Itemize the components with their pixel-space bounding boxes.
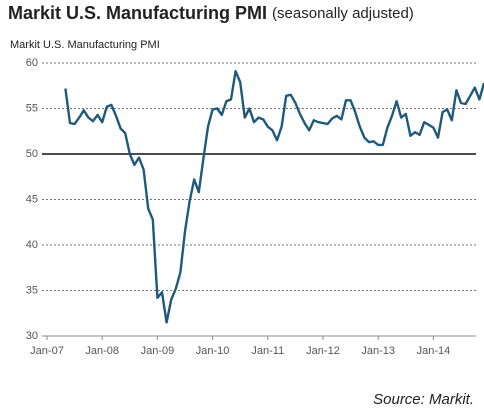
title-main: Markit U.S. Manufacturing PMI [8, 3, 267, 23]
x-tick-label: Jan-13 [361, 345, 395, 357]
source: Source: Markit. [373, 391, 474, 408]
x-tick-label: Jan-11 [251, 345, 284, 357]
x-tick-label: Jan-12 [306, 345, 340, 357]
data-line [64, 70, 484, 324]
y-tick-label: 30 [26, 330, 38, 342]
x-tick-label: Jan-07 [30, 345, 64, 357]
y-tick-label: 35 [26, 284, 38, 296]
x-tick-label: Jan-10 [196, 345, 230, 357]
y-tick-label: 55 [26, 102, 38, 114]
y-tick-label: 45 [26, 193, 38, 205]
y-tick-label: 50 [26, 148, 38, 160]
subtitle: (seasonally adjusted) [272, 5, 414, 22]
x-tick-label: Jan-09 [141, 345, 175, 357]
y-tick-label: 60 [26, 57, 38, 69]
y-tick-label: 40 [26, 239, 38, 251]
chart-title: Markit U.S. Manufacturing PMI (seasonall… [8, 3, 414, 23]
x-tick-label: Jan-14 [417, 345, 451, 357]
y-axis-label: Markit U.S. Manufacturing PMI [10, 39, 160, 51]
x-tick-label: Jan-08 [85, 345, 119, 357]
